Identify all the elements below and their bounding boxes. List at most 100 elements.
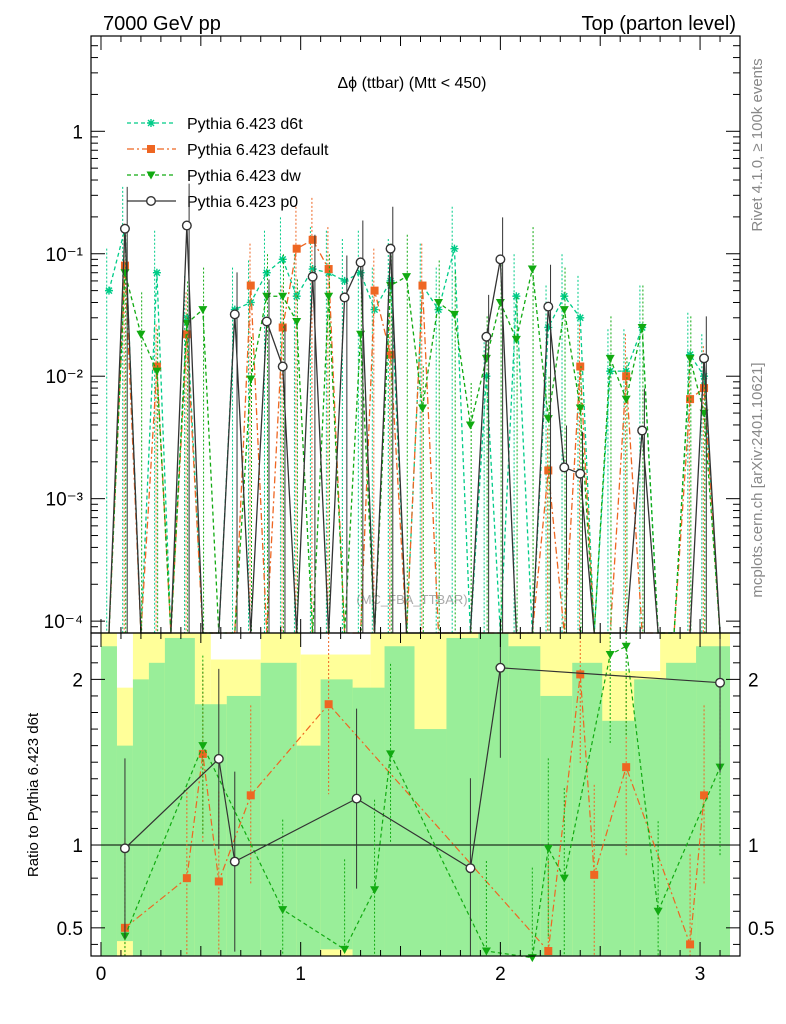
ratio-band-green	[634, 679, 667, 956]
legend-entry: Pythia 6.423 dw	[187, 168, 301, 185]
marker-square	[278, 323, 287, 332]
marker-star	[606, 367, 615, 376]
marker-triangle	[559, 306, 569, 315]
marker-triangle	[559, 874, 569, 883]
marker-square	[246, 791, 255, 800]
ratio-tick-label: 0.5	[57, 919, 83, 940]
y-tick-label: 1	[72, 122, 83, 143]
marker-star	[434, 305, 443, 314]
y-tick-label: 10⁻⁴	[44, 612, 83, 633]
mcplots-label: mcplots.cern.ch [arXiv:2401.10621]	[749, 362, 766, 597]
series-line	[108, 225, 721, 634]
ratio-band-green	[164, 637, 195, 956]
marker-circle	[145, 195, 156, 206]
marker-star	[182, 313, 191, 322]
axes: 10⁻⁴ 10⁻³ 10⁻² 10⁻¹ 1 0.5 0.5 1 1 2 2 0 1 2 3	[44, 35, 774, 985]
marker-square	[324, 265, 333, 274]
marker-star	[246, 298, 255, 307]
marker-square	[544, 466, 553, 475]
ratio-line	[124, 674, 705, 953]
marker-square	[152, 362, 161, 371]
ratio-band-green	[260, 662, 297, 956]
legend-entry: Pythia 6.423 default	[187, 142, 329, 159]
marker-triangle	[292, 317, 302, 326]
ratio-frame	[90, 632, 741, 957]
marker-square	[622, 763, 631, 772]
marker-star	[292, 292, 301, 301]
marker-square	[544, 947, 553, 956]
marker-triangle	[527, 265, 537, 274]
ratio-tick-label: 2	[72, 670, 83, 691]
marker-circle	[495, 662, 506, 673]
marker-triangle	[481, 354, 491, 363]
series-0	[104, 186, 721, 634]
marker-triangle	[120, 269, 130, 278]
marker-square	[700, 791, 709, 800]
marker-circle	[637, 425, 648, 436]
marker-star	[450, 244, 459, 253]
rivet-label: Rivet 4.1.0, ≥ 100k events	[749, 58, 766, 231]
series-1	[108, 197, 721, 634]
marker-star	[152, 268, 161, 277]
marker-triangle	[449, 310, 459, 319]
marker-circle	[465, 863, 476, 874]
ratio-band-green	[414, 729, 447, 956]
marker-square	[198, 749, 207, 758]
marker-star	[386, 276, 395, 285]
ratio-band-green	[508, 646, 541, 956]
marker-square	[686, 395, 695, 404]
marker-triangle	[198, 306, 208, 315]
marker-star	[560, 292, 569, 301]
marker-triangle	[685, 354, 695, 363]
series-line	[108, 268, 721, 634]
ratio-band-green	[602, 720, 635, 956]
x-tick-label: 0	[96, 964, 107, 985]
marker-triangle	[511, 335, 521, 344]
marker-triangle	[340, 945, 350, 954]
marker-triangle	[543, 415, 553, 424]
marker-square	[386, 350, 395, 359]
marker-triangle	[402, 273, 412, 282]
marker-circle	[355, 257, 366, 268]
ratio-axis-label: Ratio to Pythia 6.423 d6t	[25, 712, 42, 877]
marker-circle	[277, 361, 288, 372]
marker-square	[120, 261, 129, 270]
marker-circle	[229, 309, 240, 320]
header-left: 7000 GeV pp	[103, 13, 221, 35]
marker-triangle	[370, 886, 380, 895]
marker-star	[576, 313, 585, 322]
marker-star	[544, 323, 553, 332]
marker-star	[340, 276, 349, 285]
marker-square	[418, 281, 427, 290]
marker-circle	[385, 243, 396, 254]
marker-triangle	[575, 404, 585, 413]
marker-star	[278, 255, 287, 264]
marker-triangle	[324, 292, 334, 301]
marker-circle	[261, 316, 272, 327]
marker-circle	[339, 292, 350, 303]
ratio-band-green	[478, 633, 509, 956]
marker-star	[686, 350, 695, 359]
marker-square	[576, 670, 585, 679]
marker-circle	[715, 677, 726, 688]
marker-triangle	[605, 354, 615, 363]
marker-square	[214, 877, 223, 886]
marker-triangle	[386, 750, 396, 759]
marker-triangle	[278, 906, 288, 915]
marker-circle	[181, 220, 192, 231]
series-2	[108, 227, 721, 634]
marker-circle	[213, 753, 224, 764]
y-tick-label: 10⁻³	[46, 490, 84, 511]
ratio-line	[124, 645, 721, 959]
marker-triangle	[278, 292, 288, 301]
marker-triangle	[246, 375, 256, 384]
marker-square	[324, 700, 333, 709]
marker-triangle	[465, 421, 475, 430]
marker-triangle	[637, 323, 647, 332]
ratio-band-green	[572, 662, 603, 956]
marker-star	[622, 367, 631, 376]
marker-triangle	[433, 298, 443, 307]
ratio-band-green	[132, 679, 149, 956]
